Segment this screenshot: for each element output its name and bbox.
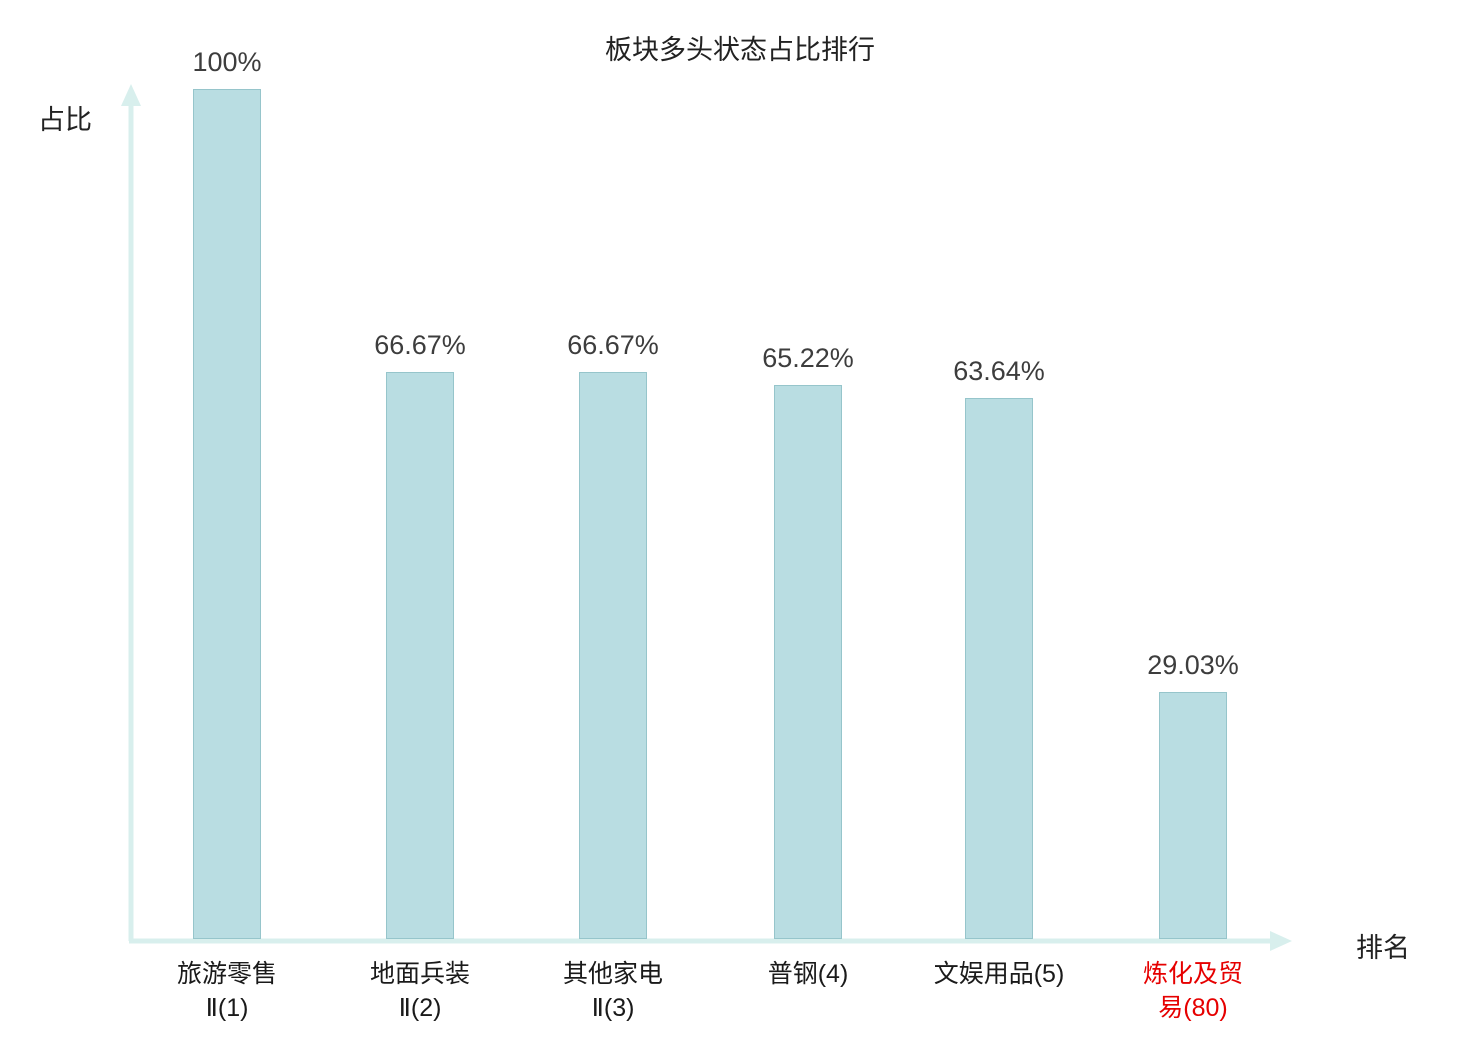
bar [1159, 692, 1227, 939]
bar-category-label: 文娱用品(5) [933, 960, 1065, 988]
bar-value-label: 66.67% [567, 330, 659, 360]
bar [579, 372, 647, 939]
bar [386, 372, 454, 939]
bar-category-label: 其他家电 Ⅱ(3) [562, 960, 663, 1022]
bar-value-label: 100% [192, 47, 262, 77]
bar-category-label: 普钢(4) [767, 960, 849, 988]
bar [965, 398, 1033, 939]
bar-value-label: 29.03% [1147, 650, 1239, 680]
x-axis-arrow-icon [1270, 931, 1292, 951]
bar-category-label: 炼化及贸 易(80) [1142, 960, 1243, 1022]
y-axis-arrow-icon [121, 84, 141, 106]
chart-title: 板块多头状态占比排行 [605, 35, 875, 65]
bar-category-label: 地面兵装 Ⅱ(2) [369, 960, 470, 1022]
x-axis-label: 排名 [1356, 933, 1410, 963]
bar-category-label: 旅游零售 Ⅱ(1) [176, 960, 277, 1022]
bar-value-label: 63.64% [953, 356, 1045, 386]
bar [193, 89, 261, 939]
bar [774, 385, 842, 939]
bar-value-label: 65.22% [762, 343, 854, 373]
bar-value-label: 66.67% [374, 330, 466, 360]
y-axis-label: 占比 [38, 105, 92, 135]
